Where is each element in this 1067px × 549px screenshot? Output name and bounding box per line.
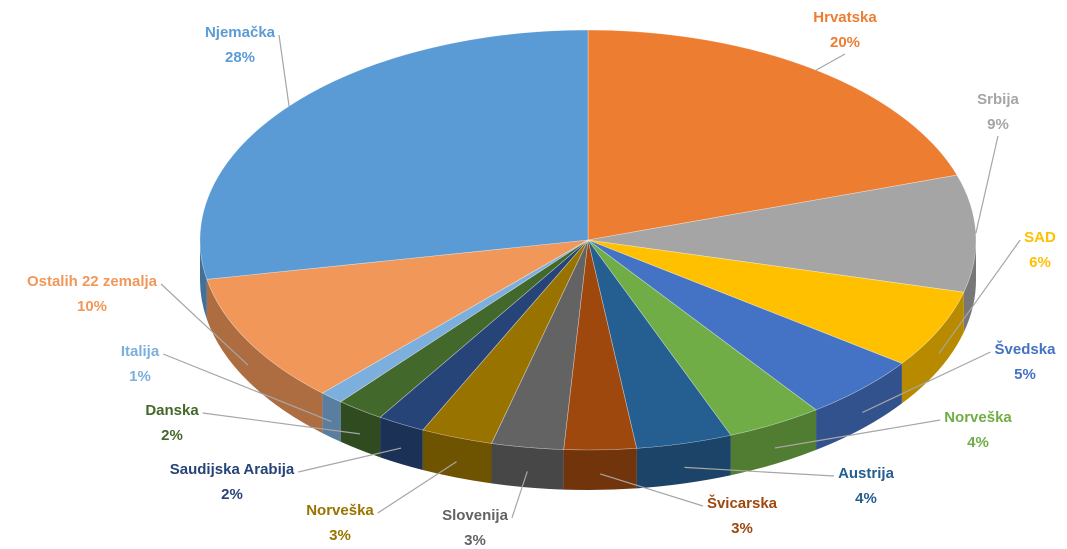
- slice-label: SAD: [1024, 229, 1056, 246]
- slice-label: Norveška: [944, 409, 1012, 426]
- leader-line: [815, 53, 846, 71]
- leader-line: [278, 34, 290, 107]
- slice-label: Njemačka: [205, 24, 276, 41]
- slice-side: [816, 363, 902, 450]
- slice-value-label: 9%: [987, 116, 1009, 133]
- slice-label: Austrija: [838, 465, 895, 482]
- slice-value-label: 5%: [1014, 366, 1036, 383]
- leader-line: [938, 239, 1021, 354]
- leader-line: [774, 419, 941, 449]
- slice-label: Slovenija: [442, 507, 509, 524]
- slice-label: Hrvatska: [813, 9, 877, 26]
- slice-side: [380, 417, 423, 471]
- slice-value-label: 3%: [464, 532, 486, 549]
- slice-value-label: 28%: [225, 49, 255, 66]
- leader-line: [160, 283, 249, 366]
- slice-label: Švedska: [995, 340, 1057, 358]
- slice-value-label: 3%: [731, 520, 753, 537]
- leader-line: [684, 466, 835, 477]
- slice: [199, 29, 589, 280]
- leader-line: [975, 135, 999, 234]
- slice-value-label: 20%: [830, 34, 860, 51]
- slice-side: [901, 292, 964, 404]
- slice-side: [730, 409, 817, 476]
- slice: [587, 239, 965, 364]
- slice-label: Danska: [145, 402, 199, 419]
- slice-side: [491, 443, 564, 490]
- slice: [206, 239, 589, 394]
- slice-value-label: 4%: [855, 490, 877, 507]
- leader-line: [862, 351, 991, 414]
- slice-value-label: 3%: [329, 527, 351, 544]
- leader-line: [202, 412, 361, 435]
- slice-label: Ostalih 22 zemalja: [27, 273, 158, 290]
- slice-side: [340, 401, 381, 458]
- slice-label: Italija: [121, 343, 160, 360]
- slice-value-label: 2%: [221, 486, 243, 503]
- slice-value-label: 2%: [161, 427, 183, 444]
- slice-side: [636, 435, 731, 489]
- slice-value-label: 10%: [77, 298, 107, 315]
- slice-value-label: 4%: [967, 434, 989, 451]
- leader-line: [162, 353, 332, 423]
- slice-label: Norveška: [306, 502, 374, 519]
- leader-line: [600, 473, 704, 507]
- leader-line: [298, 447, 402, 473]
- slice-label: Švicarska: [707, 494, 778, 512]
- slice-label: Saudijska Arabija: [170, 461, 295, 478]
- leader-line: [377, 461, 457, 514]
- slice-side: [563, 448, 637, 490]
- slice-side: [422, 430, 492, 484]
- leader-line: [511, 471, 528, 519]
- slice-side: [963, 240, 976, 333]
- slice-label: Srbija: [977, 91, 1019, 108]
- slice-value-label: 6%: [1029, 254, 1051, 271]
- slice-value-label: 1%: [129, 368, 151, 385]
- slice: [587, 29, 958, 241]
